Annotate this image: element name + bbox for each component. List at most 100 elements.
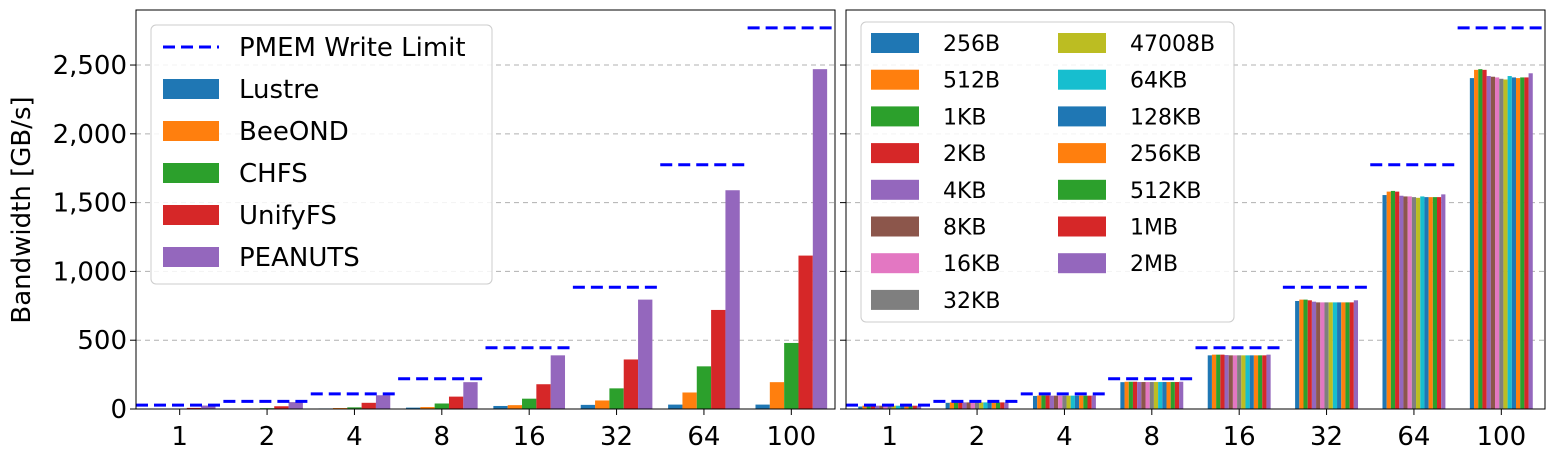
bar-Lustre bbox=[405, 407, 421, 409]
bar-47008B bbox=[1416, 197, 1421, 409]
legend-swatch bbox=[871, 253, 919, 274]
bar-47008B bbox=[1153, 382, 1159, 409]
bar-1MB bbox=[912, 405, 917, 409]
bar-256KB bbox=[1515, 78, 1521, 410]
bar-2KB bbox=[958, 402, 963, 409]
bar-BeeOND bbox=[420, 407, 435, 409]
bar-512KB bbox=[995, 402, 1001, 409]
bar-64KB bbox=[1332, 302, 1338, 409]
bar-2KB bbox=[1220, 354, 1225, 409]
bar-1KB bbox=[1041, 395, 1046, 409]
bar-UnifyFS bbox=[186, 407, 202, 409]
bar-2MB bbox=[1179, 381, 1184, 409]
bar-Lustre bbox=[493, 405, 508, 409]
legend-label: 256B bbox=[943, 32, 1000, 57]
legend-swatch bbox=[1058, 33, 1106, 53]
bar-32KB bbox=[1149, 382, 1154, 409]
bar-32KB bbox=[974, 402, 980, 409]
legend-label: Lustre bbox=[239, 75, 319, 105]
bar-512B bbox=[1386, 191, 1391, 409]
bar-256B bbox=[858, 406, 863, 409]
plot-frame bbox=[845, 9, 1546, 410]
legend-label: 64KB bbox=[1130, 69, 1188, 94]
x-tick-label: 4 bbox=[346, 422, 363, 452]
bar-512KB bbox=[1083, 395, 1088, 409]
legend-box bbox=[150, 24, 493, 285]
bar-512KB bbox=[1170, 382, 1175, 409]
x-tick-label: 1 bbox=[171, 422, 188, 452]
legend-label: 128KB bbox=[1130, 105, 1202, 130]
legend-swatch bbox=[871, 179, 919, 200]
y-tick-label: 1,500 bbox=[53, 189, 127, 219]
bar-64KB bbox=[1158, 382, 1163, 409]
legend-label: 1KB bbox=[943, 105, 987, 130]
bar-64KB bbox=[895, 405, 901, 409]
bar-47008B bbox=[1503, 79, 1508, 410]
bar-47008B bbox=[1241, 355, 1246, 409]
bar-PEANUTS bbox=[201, 405, 216, 409]
bar-UnifyFS bbox=[711, 309, 726, 409]
bar-64KB bbox=[1507, 76, 1512, 409]
legend-label: 1MB bbox=[1130, 216, 1178, 241]
bar-2MB bbox=[1091, 395, 1096, 409]
x-tick-label: 2 bbox=[259, 422, 276, 452]
legend-box bbox=[860, 21, 1235, 323]
bar-4KB bbox=[1486, 76, 1491, 409]
bar-512B bbox=[1299, 299, 1304, 409]
bar-256KB bbox=[904, 405, 909, 409]
bar-256B bbox=[1295, 300, 1300, 409]
legend-swatch bbox=[1058, 216, 1106, 237]
bar-128KB bbox=[1074, 395, 1080, 409]
bar-16KB bbox=[1232, 355, 1238, 409]
bar-32KB bbox=[1499, 78, 1504, 410]
bar-CHFS bbox=[347, 407, 362, 409]
bar-128KB bbox=[1337, 302, 1342, 409]
bar-256B bbox=[1382, 195, 1387, 409]
legend-label: 256KB bbox=[1130, 142, 1202, 167]
bar-256KB bbox=[1253, 355, 1259, 409]
legend-label: 32KB bbox=[943, 289, 1001, 314]
bar-2KB bbox=[1482, 69, 1487, 409]
bar-47008B bbox=[891, 405, 896, 409]
legend-swatch bbox=[1058, 143, 1106, 164]
bar-2KB bbox=[1132, 381, 1138, 409]
bar-1KB bbox=[1303, 299, 1308, 409]
bar-128KB bbox=[987, 402, 992, 409]
bar-BeeOND bbox=[769, 382, 785, 409]
bar-512B bbox=[862, 405, 867, 409]
legend-swatch bbox=[163, 79, 219, 99]
bar-1KB bbox=[866, 405, 871, 409]
bar-2KB bbox=[1045, 395, 1050, 409]
bar-47008B bbox=[1328, 302, 1333, 409]
bar-8KB bbox=[1403, 196, 1408, 409]
bar-UnifyFS bbox=[798, 255, 813, 409]
bar-PEANUTS bbox=[288, 402, 303, 409]
bar-8KB bbox=[879, 405, 884, 409]
legend-label: 4KB bbox=[943, 179, 987, 204]
x-tick-label: 32 bbox=[1310, 422, 1343, 452]
x-tick-label: 64 bbox=[687, 422, 720, 452]
x-tick-label: 8 bbox=[1144, 422, 1161, 452]
bar-2MB bbox=[1004, 402, 1009, 409]
bar-8KB bbox=[1316, 302, 1321, 409]
bar-PEANUTS bbox=[375, 395, 391, 409]
y-tick-label: 2,000 bbox=[53, 120, 127, 150]
bar-16KB bbox=[1407, 196, 1412, 409]
x-tick-label: 16 bbox=[1223, 422, 1256, 452]
bar-2MB bbox=[1266, 354, 1271, 409]
y-tick-label: 1,000 bbox=[53, 257, 127, 287]
bar-32KB bbox=[1062, 395, 1067, 409]
bar-64KB bbox=[1245, 355, 1250, 409]
x-tick-label: 4 bbox=[1056, 422, 1073, 452]
bar-BeeOND bbox=[682, 392, 697, 409]
bar-512B bbox=[1211, 354, 1217, 409]
legend-label: PMEM Write Limit bbox=[239, 33, 466, 63]
bar-8KB bbox=[966, 402, 971, 409]
bar-256KB bbox=[1341, 302, 1346, 409]
bar-BeeOND bbox=[595, 400, 610, 409]
bar-PEANUTS bbox=[725, 190, 740, 409]
bar-1MB bbox=[1524, 77, 1529, 410]
bar-4KB bbox=[1049, 395, 1054, 409]
bar-CHFS bbox=[434, 403, 449, 409]
legend-label: UnifyFS bbox=[239, 201, 337, 231]
